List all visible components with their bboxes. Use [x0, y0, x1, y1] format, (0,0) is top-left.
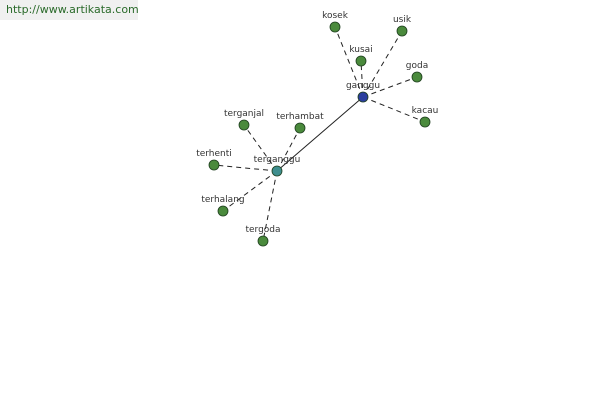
dashed-edge	[222, 170, 278, 212]
word-node[interactable]	[271, 165, 283, 177]
word-node[interactable]	[396, 25, 408, 37]
edge	[276, 96, 364, 172]
word-label[interactable]: usik	[393, 15, 412, 25]
dashed-edge	[262, 170, 278, 242]
dashed-edge	[360, 60, 364, 98]
word-label[interactable]: terhenti	[196, 149, 232, 159]
word-node[interactable]	[329, 21, 341, 33]
word-label[interactable]: terhambat	[276, 112, 324, 122]
word-node[interactable]	[208, 159, 220, 171]
word-node[interactable]	[217, 205, 229, 217]
word-node[interactable]	[411, 71, 423, 83]
word-label[interactable]: kosek	[322, 11, 349, 21]
word-label[interactable]: kacau	[412, 106, 439, 116]
word-node[interactable]	[294, 122, 306, 134]
word-label[interactable]: terganjal	[224, 109, 264, 119]
word-node[interactable]	[419, 116, 431, 128]
dashed-edge	[334, 26, 364, 98]
word-label[interactable]: ganggu	[346, 81, 380, 91]
dashed-edge	[362, 96, 426, 123]
word-label[interactable]: tergoda	[245, 225, 280, 235]
word-label[interactable]: goda	[406, 61, 428, 71]
word-node[interactable]	[357, 91, 369, 103]
word-label[interactable]: terganggu	[254, 155, 301, 165]
dashed-edge	[362, 76, 418, 98]
word-node[interactable]	[257, 235, 269, 247]
word-node[interactable]	[238, 119, 250, 131]
dashed-edge	[243, 124, 278, 172]
dashed-edge	[276, 127, 301, 172]
word-label[interactable]: kusai	[349, 45, 372, 55]
word-label[interactable]: terhalang	[201, 195, 244, 205]
dashed-edge	[213, 164, 278, 172]
word-node[interactable]	[355, 55, 367, 67]
dashed-edge	[362, 30, 403, 98]
url-banner[interactable]: http://www.artikata.com	[0, 0, 139, 20]
